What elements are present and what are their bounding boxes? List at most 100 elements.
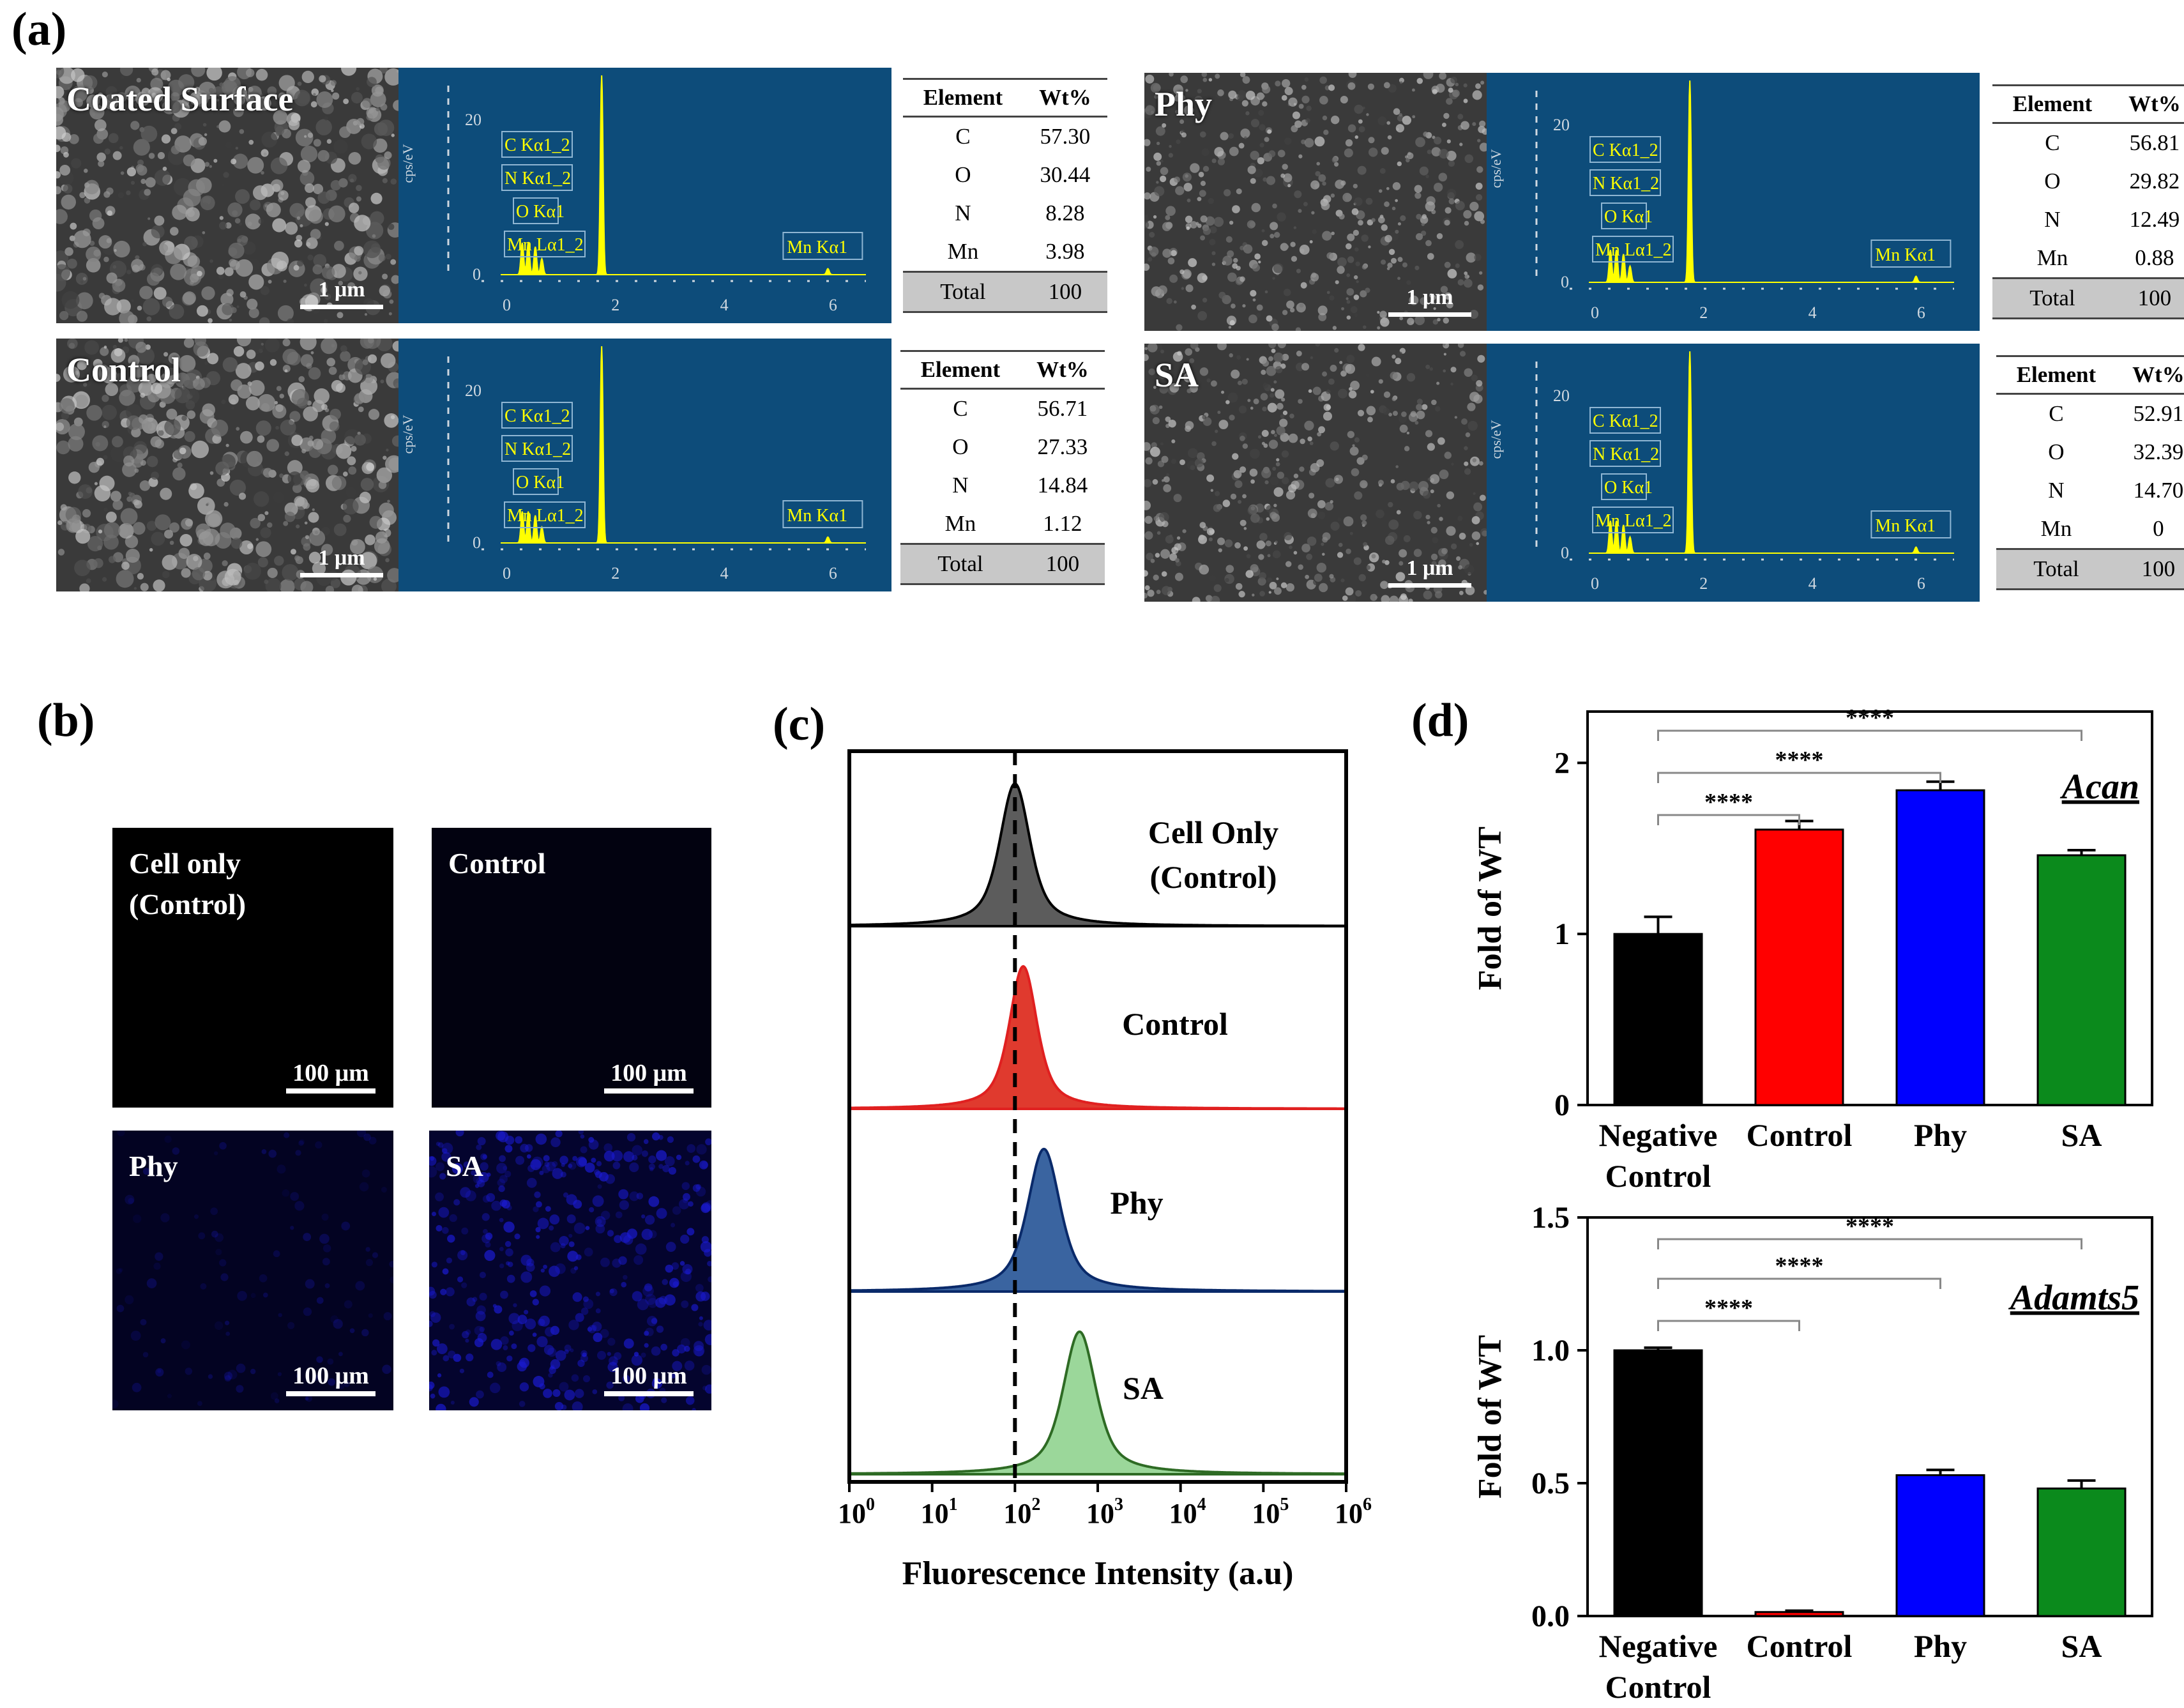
- sem-texture: [56, 68, 398, 323]
- eds-peak-label: N Kα1_2: [504, 169, 571, 188]
- eds-peak-label-box: [513, 468, 559, 495]
- nucleus-dot: [622, 1403, 633, 1410]
- nucleus-dot: [632, 1145, 643, 1156]
- table-cell: N: [2048, 478, 2065, 503]
- nucleus-dot: [321, 1213, 329, 1221]
- table-cell: 52.91: [2133, 401, 2184, 426]
- nucleus-dot: [596, 1161, 602, 1167]
- histogram-label: Phy: [1110, 1185, 1163, 1221]
- nucleus-dot: [577, 1359, 585, 1368]
- nucleus-dot: [526, 1154, 531, 1159]
- eds-peak-label: N Kα1_2: [1593, 445, 1659, 464]
- nucleus-dot: [644, 1283, 653, 1292]
- nucleus-dot: [635, 1394, 644, 1403]
- significance-stars: ****: [1775, 1253, 1824, 1279]
- table-header: Element: [903, 78, 1023, 118]
- nucleus-dot: [499, 1263, 504, 1269]
- nucleus-dot: [704, 1384, 711, 1394]
- nucleus-dot: [499, 1217, 504, 1223]
- eds-peak-label-box: [1589, 407, 1661, 434]
- x-tick-exponent: 2: [1031, 1495, 1040, 1514]
- nucleus-dot: [215, 1233, 224, 1242]
- nucleus-dot: [496, 1131, 506, 1141]
- nucleus-dot: [290, 1226, 294, 1230]
- nucleus-dot: [504, 1145, 513, 1153]
- nucleus-dot: [211, 1230, 218, 1238]
- nucleus-dot: [614, 1235, 622, 1244]
- nucleus-dot: [185, 1368, 193, 1375]
- nucleus-dot: [435, 1192, 444, 1201]
- nucleus-dot: [568, 1233, 573, 1238]
- nucleus-dot: [447, 1235, 455, 1243]
- nucleus-dot: [361, 1329, 369, 1337]
- table-cell: Mn: [947, 239, 979, 264]
- nucleus-dot: [596, 1350, 607, 1360]
- nucleus-dot: [439, 1173, 446, 1180]
- eds-xtick: 6: [1917, 574, 1925, 593]
- bar: [1754, 1611, 1844, 1617]
- nucleus-dot: [482, 1213, 490, 1221]
- eds-peak-label: O Kα1: [516, 202, 565, 222]
- nucleus-dot: [656, 1150, 667, 1161]
- panel-label-c: (c): [773, 698, 826, 751]
- nucleus-dot: [429, 1290, 437, 1299]
- table-cell: 8.28: [1045, 201, 1085, 225]
- nucleus-dot: [693, 1345, 705, 1357]
- nucleus-dot: [695, 1291, 706, 1302]
- eds-peak-label-box: [501, 402, 573, 429]
- nucleus-dot: [651, 1346, 661, 1356]
- table-row: O 30.44: [903, 156, 1107, 194]
- nucleus-dot: [527, 1164, 535, 1172]
- fluo-label: Cell only (Control): [129, 847, 246, 921]
- nucleus-dot: [465, 1338, 469, 1343]
- nucleus-dot: [592, 1195, 604, 1207]
- nucleus-dot: [535, 1201, 542, 1208]
- nucleus-dot: [651, 1132, 660, 1141]
- table-cell: Total: [1992, 277, 2112, 319]
- nucleus-dot: [672, 1206, 681, 1215]
- nucleus-dot: [648, 1163, 656, 1170]
- nucleus-dot: [592, 1389, 598, 1394]
- nucleus-dot: [694, 1347, 704, 1357]
- x-category-label: SA: [2061, 1628, 2102, 1664]
- eds-peak-label: Mn Kα1: [787, 506, 847, 526]
- nucleus-dot: [701, 1364, 711, 1375]
- eds-ylabel: cps/eV: [400, 415, 416, 454]
- fluo-label: Phy: [129, 1150, 178, 1182]
- nucleus-dot: [483, 1229, 488, 1234]
- nucleus-dot: [431, 1211, 437, 1217]
- eds-peak-label: C Kα1_2: [1593, 411, 1658, 431]
- nucleus-dot: [692, 1155, 701, 1163]
- table-cell: O: [955, 162, 971, 187]
- nucleus-dot: [445, 1287, 455, 1297]
- nucleus-dot: [641, 1352, 646, 1358]
- adamts5-bar-chart: 0.0 0.5 1.0 1.5 Negative Control Control Phy SA *…: [1472, 1207, 2153, 1705]
- nucleus-dot: [491, 1200, 501, 1211]
- nucleus-dot: [355, 1281, 365, 1291]
- eds-peak-label: Mn Lα1_2: [507, 506, 584, 526]
- nucleus-dot: [532, 1332, 537, 1337]
- x-tick-label: 100: [838, 1495, 875, 1529]
- nucleus-dot: [550, 1137, 561, 1148]
- nucleus-dot: [561, 1163, 565, 1167]
- nucleus-dot: [685, 1396, 695, 1405]
- eds-peak-label: C Kα1_2: [1593, 141, 1658, 160]
- nucleus-dot: [382, 1364, 391, 1374]
- nucleus-dot: [462, 1331, 469, 1339]
- nucleus-dot: [463, 1161, 470, 1168]
- nucleus-dot: [679, 1261, 685, 1266]
- nucleus-dot: [359, 1182, 369, 1192]
- nucleus-dot: [520, 1254, 532, 1266]
- nucleus-dot: [476, 1305, 486, 1315]
- nucleus-dot: [224, 1371, 233, 1380]
- nucleus-dot: [529, 1290, 537, 1297]
- nucleus-dot: [250, 1293, 256, 1299]
- nucleus-dot: [698, 1322, 703, 1327]
- y-tick-label: 0.5: [1531, 1467, 1570, 1500]
- eds-peak-label-box: [1601, 473, 1647, 500]
- table-cell: N: [2044, 207, 2061, 232]
- nucleus-dot: [520, 1143, 529, 1153]
- x-category-label: Phy: [1914, 1117, 1967, 1153]
- nucleus-dot: [429, 1311, 436, 1317]
